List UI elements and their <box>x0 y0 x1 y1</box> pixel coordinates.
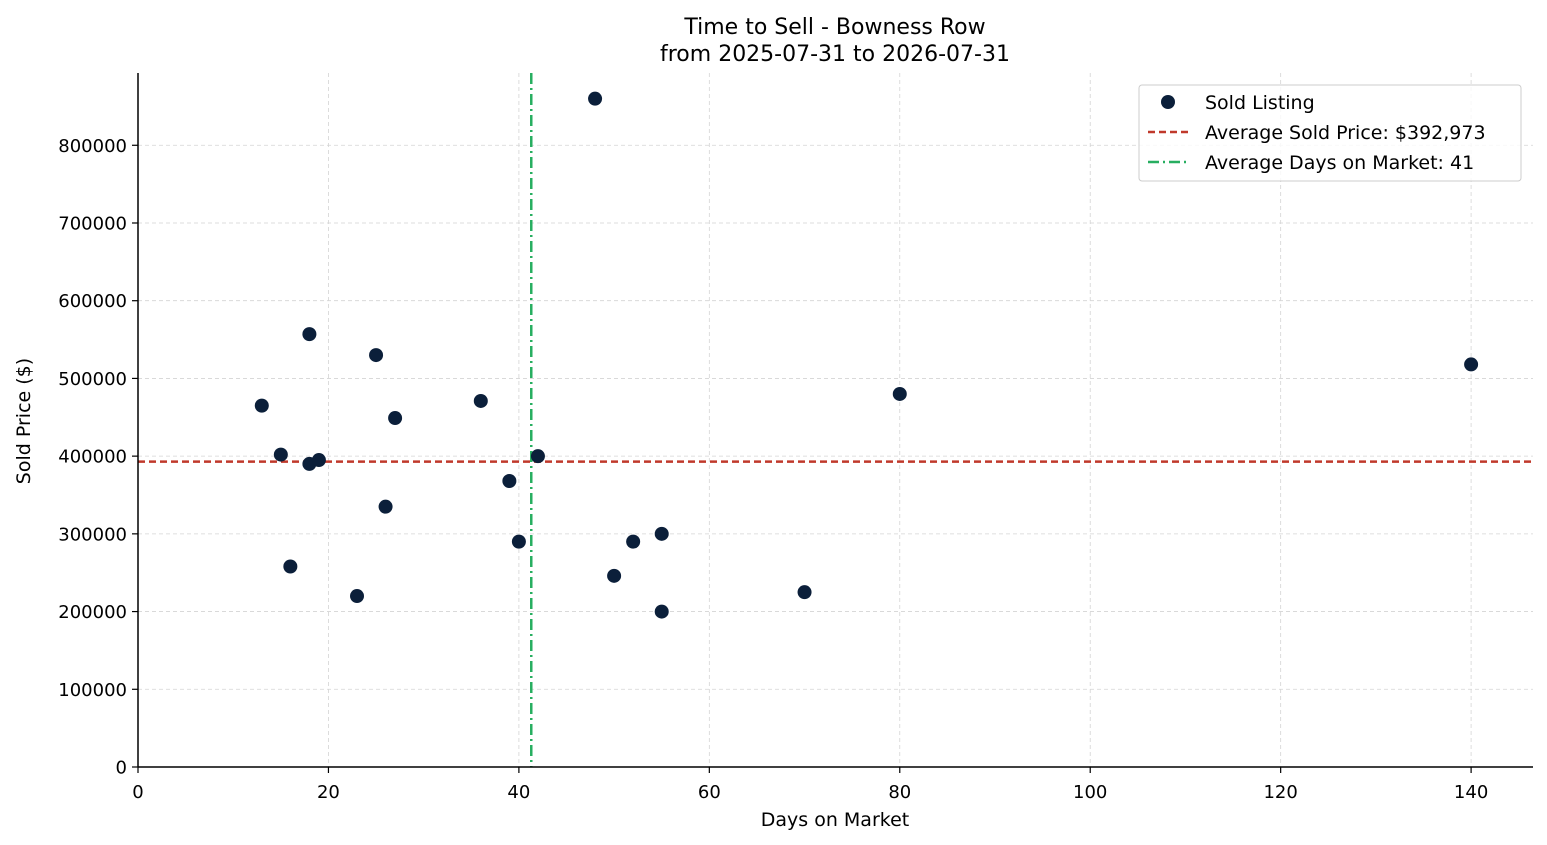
data-point <box>473 393 488 408</box>
legend: Sold Listing Average Sold Price: $392,97… <box>1138 84 1522 182</box>
data-points <box>254 91 1479 619</box>
y-axis-label: Sold Price ($) <box>13 358 35 484</box>
x-tick-label: 80 <box>888 782 911 803</box>
legend-box <box>1138 84 1522 182</box>
x-tick-label: 0 <box>132 782 143 803</box>
y-axis-ticks: 0 100000 200000 300000 400000 500000 600000 700… <box>58 136 138 779</box>
y-tick-label: 200000 <box>58 602 127 623</box>
y-tick-label: 700000 <box>58 213 127 234</box>
y-tick-label: 400000 <box>58 447 127 468</box>
data-point <box>607 568 622 583</box>
x-tick-label: 140 <box>1454 782 1488 803</box>
data-point <box>511 534 526 549</box>
legend-label-sold-listing: Sold Listing <box>1205 92 1315 114</box>
reference-lines <box>138 73 1533 767</box>
data-point <box>530 449 545 464</box>
data-point <box>388 411 403 426</box>
x-tick-label: 60 <box>698 782 721 803</box>
legend-marker-sold-listing <box>1161 95 1175 109</box>
x-tick-label: 40 <box>507 782 530 803</box>
data-point <box>254 398 269 413</box>
data-point <box>273 447 288 462</box>
x-tick-label: 20 <box>317 782 340 803</box>
x-axis-label: Days on Market <box>761 809 909 831</box>
y-tick-label: 600000 <box>58 291 127 312</box>
y-tick-label: 300000 <box>58 524 127 545</box>
data-point <box>302 327 317 342</box>
legend-label-avg-price: Average Sold Price: $392,973 <box>1205 122 1486 144</box>
x-tick-label: 100 <box>1073 782 1107 803</box>
y-tick-label: 800000 <box>58 136 127 157</box>
x-tick-label: 120 <box>1263 782 1297 803</box>
data-point <box>654 604 669 619</box>
chart-subtitle: from 2025-07-31 to 2026-07-31 <box>660 42 1010 67</box>
data-point <box>283 559 298 574</box>
data-point <box>311 453 326 468</box>
data-point <box>378 499 393 514</box>
data-point <box>892 386 907 401</box>
data-point <box>654 526 669 541</box>
x-axis-ticks: 0 20 40 60 80 100 120 140 <box>132 767 1488 803</box>
data-point <box>1464 357 1479 372</box>
data-point <box>369 348 384 363</box>
data-point <box>626 534 641 549</box>
chart-title: Time to Sell - Bowness Row <box>683 15 985 40</box>
data-point <box>502 474 517 489</box>
y-tick-label: 0 <box>116 758 127 779</box>
y-tick-label: 100000 <box>58 680 127 701</box>
legend-label-avg-days: Average Days on Market: 41 <box>1205 152 1474 174</box>
data-point <box>350 589 365 604</box>
y-tick-label: 500000 <box>58 369 127 390</box>
data-point <box>797 585 812 600</box>
data-point <box>588 91 603 106</box>
